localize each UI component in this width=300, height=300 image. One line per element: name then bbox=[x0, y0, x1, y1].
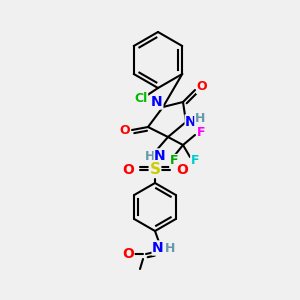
Text: O: O bbox=[120, 124, 130, 136]
Text: O: O bbox=[122, 247, 134, 261]
Text: N: N bbox=[151, 95, 163, 109]
Text: N: N bbox=[154, 149, 166, 163]
Text: H: H bbox=[195, 112, 205, 125]
Text: S: S bbox=[149, 163, 161, 178]
Text: N: N bbox=[152, 241, 164, 255]
Text: Cl: Cl bbox=[134, 92, 148, 106]
Text: H: H bbox=[145, 149, 155, 163]
Text: H: H bbox=[165, 242, 175, 254]
Text: N: N bbox=[185, 115, 197, 129]
Text: O: O bbox=[122, 163, 134, 177]
Text: O: O bbox=[197, 80, 207, 94]
Text: F: F bbox=[170, 154, 178, 167]
Text: O: O bbox=[176, 163, 188, 177]
Text: F: F bbox=[191, 154, 199, 166]
Text: F: F bbox=[197, 127, 205, 140]
